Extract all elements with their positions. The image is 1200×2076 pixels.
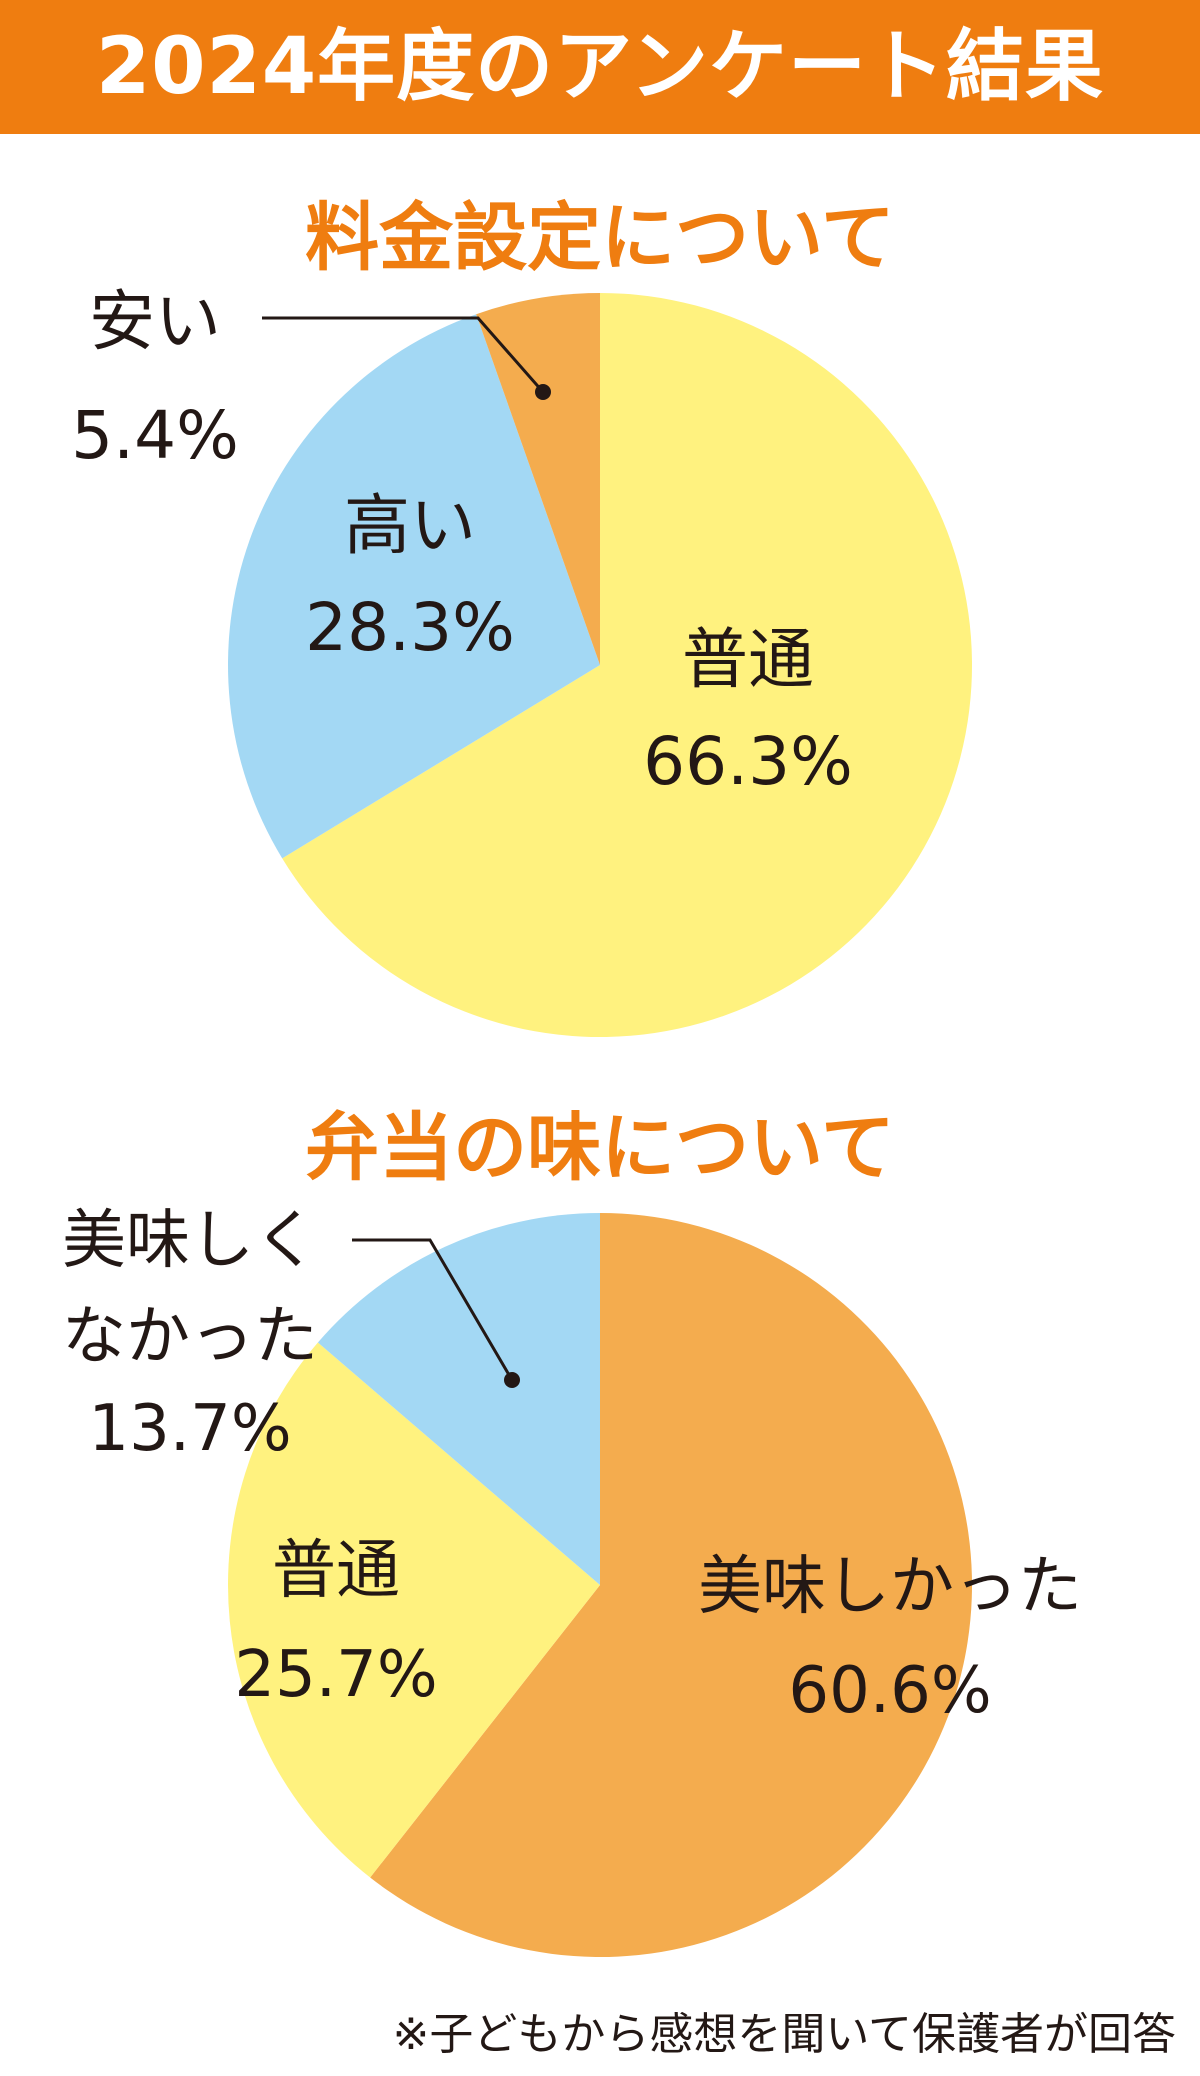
slice-label-not-tasty-line: なかった [62, 1300, 318, 1374]
chart-title-pricing: 料金設定について [305, 195, 895, 281]
pie-slice-normal [282, 293, 973, 1037]
slice-label-expensive: 高い [344, 487, 476, 564]
title-bar [0, 0, 1200, 134]
leader-dot-cheap [535, 384, 551, 400]
slice-value-normal: 25.7% [234, 1638, 437, 1712]
slice-value-expensive: 28.3% [305, 589, 515, 666]
pie-slice-expensive [228, 314, 600, 859]
leader-dot-not-tasty [504, 1372, 520, 1388]
pie-chart-pricing: 普通 66.3% 高い 28.3% 安い 5.4% [71, 283, 973, 1037]
slice-label-normal: 普通 [272, 1534, 400, 1608]
slice-label-tasty: 美味しかった [698, 1550, 1082, 1624]
pie-slice-not-tasty [317, 1213, 600, 1585]
leader-line-cheap [262, 316, 545, 393]
page-title: 2024年度のアンケート結果 [96, 22, 1104, 112]
pie-slice-normal [228, 1342, 601, 1878]
slice-label-not-tasty-line: 美味しく [62, 1204, 318, 1278]
pie-chart-taste: 美味しかった 60.6% 普通 25.7% 美味しくなかった 13.7% [62, 1204, 1082, 1958]
slice-value-tasty: 60.6% [788, 1654, 991, 1728]
slice-value-cheap: 5.4% [71, 397, 239, 474]
slice-label-normal: 普通 [682, 621, 814, 698]
pie-slice-cheap [476, 293, 600, 665]
footnote: ※子どもから感想を聞いて保護者が回答 [392, 2009, 1176, 2060]
leader-line-not-tasty [352, 1238, 514, 1381]
chart-title-taste: 弁当の味について [305, 1105, 895, 1191]
slice-label-not-tasty: 美味しくなかった [62, 1204, 318, 1374]
pie-slice-tasty [370, 1213, 973, 1958]
slice-value-not-tasty: 13.7% [88, 1392, 291, 1466]
slice-value-normal: 66.3% [643, 723, 853, 800]
slice-label-cheap: 安い [89, 283, 221, 360]
